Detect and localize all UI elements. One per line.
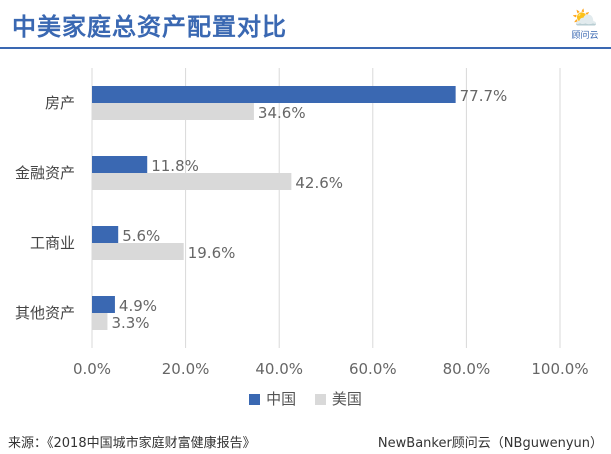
- legend-item-china: 中国: [249, 388, 296, 409]
- category-label: 房产: [45, 94, 75, 112]
- data-labels: 77.7% 34.6% 11.8% 42.6% 5.6% 19.6% 4.9%3.3%: [111, 87, 507, 332]
- x-tick-label: 40.0%: [255, 360, 303, 378]
- chart-title: 中美家庭总资产配置对比: [12, 13, 287, 41]
- source-note: 来源：《2018中国城市家庭财富健康报告》: [8, 436, 256, 451]
- legend: 中国 美国: [0, 388, 611, 409]
- footer: 来源：《2018中国城市家庭财富健康报告》 NewBanker顾问云（NBguw…: [0, 428, 611, 454]
- category-label: 其他资产: [15, 304, 75, 322]
- category-label: 工商业: [30, 234, 75, 252]
- brand-logo: ⛅ 顾问云: [568, 6, 602, 46]
- bar-usa: [92, 243, 184, 260]
- x-tick-label: 80.0%: [443, 360, 491, 378]
- bar-china: [92, 296, 115, 313]
- data-label: 77.7%: [460, 87, 508, 105]
- data-label: 34.6%: [258, 104, 306, 122]
- x-tick-label: 60.0%: [349, 360, 397, 378]
- data-label: 42.6%: [295, 174, 343, 192]
- bar-china: [92, 156, 148, 173]
- legend-label-usa: 美国: [331, 390, 362, 408]
- x-tick-labels: 0.0% 20.0% 40.0% 60.0% 80.0% 100.0%: [73, 360, 589, 378]
- bar-china: [92, 226, 119, 243]
- category-label: 金融资产: [15, 164, 75, 182]
- bar-usa: [92, 173, 292, 190]
- legend-swatch-china: [249, 394, 261, 405]
- data-label: 4.9%: [119, 297, 157, 315]
- x-tick-label: 0.0%: [73, 360, 111, 378]
- title-divider: [0, 47, 611, 49]
- x-tick-label: 20.0%: [162, 360, 210, 378]
- credit-note: NewBanker顾问云（NBguwenyun）: [377, 436, 603, 451]
- bar-china: [92, 86, 456, 103]
- grid-lines: [91, 68, 561, 348]
- bar-usa: [92, 313, 108, 330]
- data-label: 5.6%: [122, 227, 160, 245]
- bar-usa: [92, 103, 254, 120]
- logo-text: 顾问云: [571, 31, 599, 41]
- legend-item-usa: 美国: [314, 388, 362, 409]
- legend-label-china: 中国: [266, 390, 297, 408]
- data-label: 19.6%: [188, 244, 236, 262]
- legend-swatch-usa: [314, 394, 326, 405]
- x-tick-label: 100.0%: [531, 360, 588, 378]
- chart-bars: [92, 86, 456, 330]
- data-label: 3.3%: [111, 314, 149, 332]
- cloud-logo-icon: ⛅: [571, 6, 599, 30]
- data-label: 11.8%: [151, 157, 199, 175]
